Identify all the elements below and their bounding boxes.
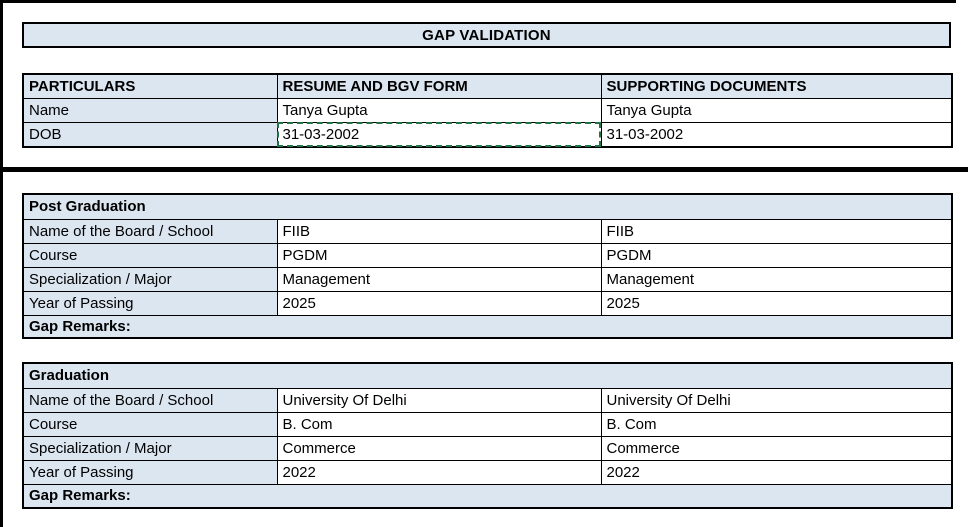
table-row: Specialization / Major Management Manage…: [22, 266, 953, 292]
row-label-cell: Year of Passing: [22, 290, 278, 316]
section-header-cell: Post Graduation: [22, 193, 953, 220]
graduation-header-row: Graduation: [22, 362, 953, 389]
header-supporting-documents: SUPPORTING DOCUMENTS: [600, 73, 953, 99]
resume-value-cell[interactable]: 2025: [276, 290, 602, 316]
graduation-table: Graduation Name of the Board / School Un…: [22, 362, 954, 509]
gap-remarks-row: Gap Remarks:: [22, 314, 953, 339]
page-top-border: [0, 0, 956, 3]
supporting-value-cell[interactable]: University Of Delhi: [600, 387, 953, 413]
row-label-cell: Specialization / Major: [22, 435, 278, 461]
row-label-cell: Course: [22, 411, 278, 437]
table-row: Name of the Board / School FIIB FIIB: [22, 218, 953, 244]
post-graduation-table: Post Graduation Name of the Board / Scho…: [22, 193, 953, 339]
header-resume-bgv-form: RESUME AND BGV FORM: [276, 73, 602, 99]
name-row: Name Tanya Gupta Tanya Gupta: [22, 97, 953, 123]
supporting-value-cell[interactable]: 2025: [600, 290, 953, 316]
post-graduation-header-row: Post Graduation: [22, 193, 953, 220]
table-row: Specialization / Major Commerce Commerce: [22, 435, 953, 461]
section-divider: [0, 167, 968, 172]
row-label-cell: Name of the Board / School: [22, 218, 278, 244]
supporting-value-cell[interactable]: PGDM: [600, 242, 953, 268]
dob-label-cell: DOB: [22, 121, 278, 148]
header-particulars: PARTICULARS: [22, 73, 278, 99]
dob-resume-cell[interactable]: 31-03-2002: [276, 121, 602, 148]
dob-row: DOB 31-03-2002 31-03-2002: [22, 121, 953, 148]
supporting-value-cell[interactable]: 2022: [600, 459, 953, 485]
personal-table-header-row: PARTICULARS RESUME AND BGV FORM SUPPORTI…: [22, 73, 953, 99]
name-label-cell: Name: [22, 97, 278, 123]
resume-value-cell[interactable]: Commerce: [276, 435, 602, 461]
resume-value-cell[interactable]: FIIB: [276, 218, 602, 244]
table-row: Year of Passing 2025 2025: [22, 290, 953, 316]
document-title: GAP VALIDATION: [22, 22, 951, 48]
resume-value-cell[interactable]: B. Com: [276, 411, 602, 437]
supporting-value-cell[interactable]: Commerce: [600, 435, 953, 461]
resume-value-cell[interactable]: 2022: [276, 459, 602, 485]
table-row: Course PGDM PGDM: [22, 242, 953, 268]
table-row: Year of Passing 2022 2022: [22, 459, 953, 485]
supporting-value-cell[interactable]: FIIB: [600, 218, 953, 244]
personal-info-table: PARTICULARS RESUME AND BGV FORM SUPPORTI…: [22, 73, 953, 148]
page-left-border: [0, 0, 3, 527]
row-label-cell: Year of Passing: [22, 459, 278, 485]
section-header-cell: Graduation: [22, 362, 953, 389]
row-label-cell: Name of the Board / School: [22, 387, 278, 413]
resume-value-cell[interactable]: University Of Delhi: [276, 387, 602, 413]
row-label-cell: Course: [22, 242, 278, 268]
name-resume-cell[interactable]: Tanya Gupta: [276, 97, 602, 123]
supporting-value-cell[interactable]: B. Com: [600, 411, 953, 437]
table-row: Name of the Board / School University Of…: [22, 387, 953, 413]
name-supporting-cell[interactable]: Tanya Gupta: [600, 97, 953, 123]
resume-value-cell[interactable]: PGDM: [276, 242, 602, 268]
gap-remarks-cell[interactable]: Gap Remarks:: [22, 314, 953, 339]
table-row: Course B. Com B. Com: [22, 411, 953, 437]
gap-remarks-cell[interactable]: Gap Remarks:: [22, 483, 953, 509]
dob-supporting-cell[interactable]: 31-03-2002: [600, 121, 953, 148]
row-label-cell: Specialization / Major: [22, 266, 278, 292]
gap-remarks-row: Gap Remarks:: [22, 483, 953, 509]
resume-value-cell[interactable]: Management: [276, 266, 602, 292]
supporting-value-cell[interactable]: Management: [600, 266, 953, 292]
